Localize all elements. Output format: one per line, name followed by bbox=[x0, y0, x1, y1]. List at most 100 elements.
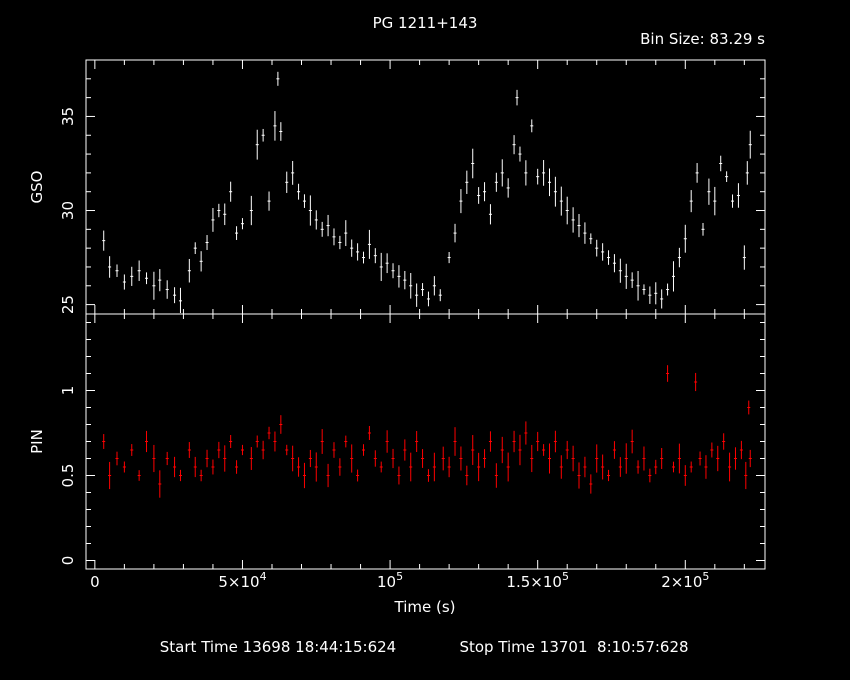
data-point bbox=[326, 463, 330, 488]
data-point bbox=[261, 440, 265, 460]
data-point bbox=[447, 456, 451, 478]
data-point bbox=[373, 450, 377, 467]
data-point bbox=[559, 186, 563, 216]
data-point bbox=[415, 431, 419, 452]
data-point bbox=[173, 287, 177, 304]
data-point bbox=[137, 470, 141, 481]
y-tick-label: 25 bbox=[59, 295, 77, 314]
data-point bbox=[677, 443, 681, 474]
data-point bbox=[654, 282, 658, 305]
data-point bbox=[438, 289, 442, 302]
data-point bbox=[630, 429, 634, 454]
data-point bbox=[432, 276, 436, 296]
data-point bbox=[524, 160, 528, 186]
data-point bbox=[707, 178, 711, 205]
data-point bbox=[719, 155, 723, 172]
data-point bbox=[553, 176, 557, 207]
data-point bbox=[291, 160, 295, 185]
data-point bbox=[483, 449, 487, 468]
data-point bbox=[235, 460, 239, 474]
data-point bbox=[494, 463, 498, 488]
data-point bbox=[187, 442, 191, 458]
data-point bbox=[583, 222, 587, 244]
data-point bbox=[108, 461, 112, 490]
data-point bbox=[391, 263, 395, 279]
data-point bbox=[267, 426, 271, 440]
chart-title: PG 1211+143 bbox=[373, 14, 478, 32]
data-point bbox=[612, 441, 616, 459]
data-point bbox=[612, 254, 616, 273]
panel-pin: 0 0.5 1 PIN bbox=[28, 313, 766, 570]
data-point bbox=[660, 289, 664, 309]
data-point bbox=[736, 183, 740, 208]
data-point bbox=[642, 446, 646, 471]
data-point bbox=[671, 461, 675, 473]
data-point bbox=[648, 286, 652, 304]
data-point bbox=[618, 457, 622, 477]
data-point bbox=[199, 251, 203, 272]
data-point bbox=[636, 270, 640, 301]
y-axis-label: GSO bbox=[28, 171, 46, 204]
data-point bbox=[471, 148, 475, 179]
data-point bbox=[344, 435, 348, 448]
data-point bbox=[695, 163, 699, 183]
data-point bbox=[542, 444, 546, 456]
data-point bbox=[642, 284, 646, 295]
data-point bbox=[362, 251, 366, 264]
data-point bbox=[217, 203, 221, 218]
data-point bbox=[314, 210, 318, 230]
data-point bbox=[630, 272, 634, 288]
data-point bbox=[465, 465, 469, 486]
bin-size-label: Bin Size: 83.29 s bbox=[640, 30, 765, 48]
data-point bbox=[205, 235, 209, 250]
data-point bbox=[689, 461, 693, 473]
data-point bbox=[152, 271, 156, 300]
data-point bbox=[689, 190, 693, 213]
data-point bbox=[477, 187, 481, 204]
start-time-label: Start Time 13698 18:44:15:624 bbox=[160, 638, 396, 656]
data-point bbox=[559, 455, 563, 479]
data-point bbox=[249, 195, 253, 226]
panel-gso: 25 30 35 GSO bbox=[28, 59, 766, 315]
data-point bbox=[362, 444, 366, 456]
data-point bbox=[547, 168, 551, 197]
data-point bbox=[459, 446, 463, 471]
data-point bbox=[488, 431, 492, 452]
data-point bbox=[255, 435, 259, 448]
data-point bbox=[223, 203, 227, 226]
data-point bbox=[122, 461, 126, 473]
data-point bbox=[595, 444, 599, 473]
data-point bbox=[571, 207, 575, 233]
data-point bbox=[235, 226, 239, 240]
data-point bbox=[178, 469, 182, 482]
data-point bbox=[607, 469, 611, 482]
y-tick-label: 35 bbox=[59, 107, 77, 126]
data-point bbox=[273, 431, 277, 452]
data-point bbox=[618, 258, 622, 283]
data-point bbox=[728, 452, 732, 482]
data-point bbox=[589, 474, 593, 494]
data-point bbox=[565, 440, 569, 460]
data-point bbox=[671, 261, 675, 292]
y-tick-label: 1 bbox=[59, 386, 77, 396]
data-point bbox=[403, 439, 407, 461]
data-point bbox=[391, 448, 395, 469]
data-point bbox=[137, 260, 141, 281]
data-point bbox=[710, 442, 714, 458]
data-point bbox=[102, 230, 106, 251]
data-point bbox=[193, 242, 197, 255]
data-point bbox=[739, 440, 743, 460]
data-point bbox=[518, 146, 522, 162]
data-point bbox=[279, 415, 283, 434]
data-point bbox=[122, 274, 126, 290]
data-point bbox=[426, 291, 430, 307]
x-tick-label: 1.5×105 bbox=[506, 570, 569, 591]
data-point bbox=[276, 71, 280, 86]
data-point bbox=[530, 444, 534, 473]
data-point bbox=[385, 430, 389, 453]
data-point bbox=[302, 462, 306, 489]
data-point bbox=[240, 444, 244, 456]
data-point bbox=[240, 218, 244, 230]
data-point bbox=[205, 449, 209, 468]
data-point bbox=[488, 204, 492, 225]
